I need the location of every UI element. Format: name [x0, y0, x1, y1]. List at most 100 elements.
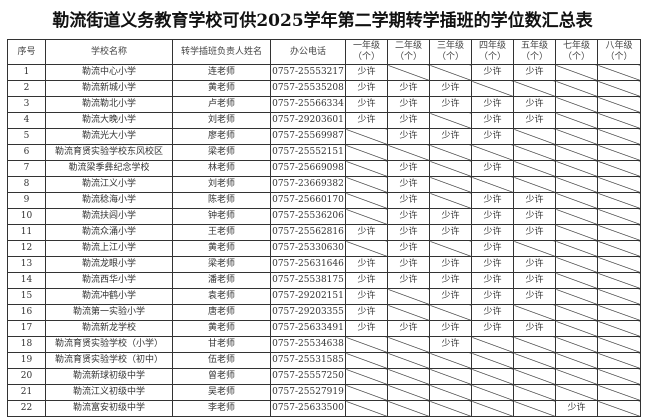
- no-places-slash-cell: [597, 272, 641, 289]
- contact-name: 伍老师: [172, 352, 271, 369]
- school-name: 勒流龙眼小学: [45, 256, 173, 273]
- places-cell: 少许: [471, 192, 514, 209]
- table-row: 8 勒流江义小学 刘老师 0757-23669382 少许: [7, 176, 641, 193]
- contact-name: 刘老师: [172, 112, 271, 129]
- table-row: 18 勒流育贤实验学校（小学） 甘老师 0757-25534638 少许: [7, 336, 641, 353]
- no-places-slash-cell: [597, 368, 641, 385]
- no-places-slash-cell: [555, 272, 598, 289]
- places-cell: 少许: [471, 224, 514, 241]
- no-places-slash-cell: [597, 256, 641, 273]
- places-cell: 少许: [513, 112, 556, 129]
- contact-name: 梁老师: [172, 144, 271, 161]
- row-number: 6: [7, 144, 46, 161]
- no-places-slash-cell: [513, 304, 556, 321]
- contact-name: 陈老师: [172, 192, 271, 209]
- document-title: 勒流街道义务教育学校可供2025学年第二学期转学插班的学位数汇总表: [52, 11, 593, 31]
- school-name: 勒流西华小学: [45, 272, 173, 289]
- contact-name: 曾老师: [172, 368, 271, 385]
- no-places-slash-cell: [429, 368, 472, 385]
- places-cell: 少许: [429, 128, 472, 145]
- table-row: 15 勒流冲鹤小学 袁老师 0757-29202151 少许 少许 少许 少许: [7, 288, 641, 305]
- office-phone: 0757-25527919: [270, 384, 346, 401]
- school-name: 勒流新城小学: [45, 80, 173, 97]
- places-cell: 少许: [387, 256, 430, 273]
- row-number: 20: [7, 368, 46, 385]
- places-cell: 少许: [345, 256, 388, 273]
- places-cell: 少许: [387, 112, 430, 129]
- no-places-slash-cell: [345, 400, 388, 417]
- table-row: 2 勒流新城小学 黄老师 0757-25535208 少许 少许 少许: [7, 80, 641, 97]
- no-places-slash-cell: [429, 304, 472, 321]
- no-places-slash-cell: [345, 192, 388, 209]
- col-header-no: 序号: [7, 39, 46, 65]
- office-phone: 0757-25552151: [270, 144, 346, 161]
- table-row: 20 勒流新球初级中学 曾老师 0757-25557250: [7, 368, 641, 385]
- office-phone: 0757-25569987: [270, 128, 346, 145]
- col-header-school: 学校名称: [45, 39, 173, 65]
- no-places-slash-cell: [387, 352, 430, 369]
- no-places-slash-cell: [345, 240, 388, 257]
- contact-name: 林老师: [172, 160, 271, 177]
- places-cell: 少许: [513, 288, 556, 305]
- school-name: 勒流江义初级中学: [45, 384, 173, 401]
- no-places-slash-cell: [513, 400, 556, 417]
- col-header-grade5: 五年级 （个）: [513, 39, 556, 65]
- no-places-slash-cell: [555, 208, 598, 225]
- table-row: 7 勒流梁季彝纪念学校 林老师 0757-25669098 少许 少许: [7, 160, 641, 177]
- places-cell: 少许: [513, 192, 556, 209]
- no-places-slash-cell: [555, 192, 598, 209]
- row-number: 17: [7, 320, 46, 337]
- no-places-slash-cell: [597, 80, 641, 97]
- no-places-slash-cell: [345, 176, 388, 193]
- school-name: 勒流光大小学: [45, 128, 173, 145]
- contact-name: 梁老师: [172, 256, 271, 273]
- no-places-slash-cell: [429, 176, 472, 193]
- row-number: 5: [7, 128, 46, 145]
- col-header-grade7: 七年级 （个）: [555, 39, 598, 65]
- no-places-slash-cell: [555, 128, 598, 145]
- no-places-slash-cell: [513, 368, 556, 385]
- contact-name: 钟老师: [172, 208, 271, 225]
- contact-name: 潘老师: [172, 272, 271, 289]
- no-places-slash-cell: [345, 144, 388, 161]
- no-places-slash-cell: [471, 352, 514, 369]
- no-places-slash-cell: [513, 352, 556, 369]
- places-cell: 少许: [429, 80, 472, 97]
- no-places-slash-cell: [471, 368, 514, 385]
- places-cell: 少许: [345, 112, 388, 129]
- places-cell: 少许: [471, 96, 514, 113]
- places-cell: 少许: [513, 320, 556, 337]
- school-name: 勒流中心小学: [45, 64, 173, 81]
- places-cell: 少许: [429, 336, 472, 353]
- no-places-slash-cell: [597, 304, 641, 321]
- no-places-slash-cell: [471, 144, 514, 161]
- no-places-slash-cell: [471, 176, 514, 193]
- no-places-slash-cell: [555, 256, 598, 273]
- no-places-slash-cell: [555, 224, 598, 241]
- no-places-slash-cell: [429, 160, 472, 177]
- contact-name: 卢老师: [172, 96, 271, 113]
- places-cell: 少许: [513, 224, 556, 241]
- row-number: 7: [7, 160, 46, 177]
- office-phone: 0757-25566334: [270, 96, 346, 113]
- places-cell: 少许: [429, 208, 472, 225]
- no-places-slash-cell: [429, 400, 472, 417]
- places-cell: 少许: [513, 208, 556, 225]
- places-cell: 少许: [429, 224, 472, 241]
- no-places-slash-cell: [597, 400, 641, 417]
- school-name: 勒流冲鹤小学: [45, 288, 173, 305]
- places-cell: 少许: [513, 96, 556, 113]
- no-places-slash-cell: [555, 368, 598, 385]
- places-cell: 少许: [387, 320, 430, 337]
- office-phone: 0757-25633500: [270, 400, 346, 417]
- no-places-slash-cell: [555, 304, 598, 321]
- places-cell: 少许: [429, 272, 472, 289]
- places-cell: 少许: [471, 160, 514, 177]
- places-cell: 少许: [387, 208, 430, 225]
- places-cell: 少许: [429, 256, 472, 273]
- no-places-slash-cell: [597, 160, 641, 177]
- no-places-slash-cell: [513, 384, 556, 401]
- no-places-slash-cell: [555, 352, 598, 369]
- office-phone: 0757-29203601: [270, 112, 346, 129]
- no-places-slash-cell: [471, 400, 514, 417]
